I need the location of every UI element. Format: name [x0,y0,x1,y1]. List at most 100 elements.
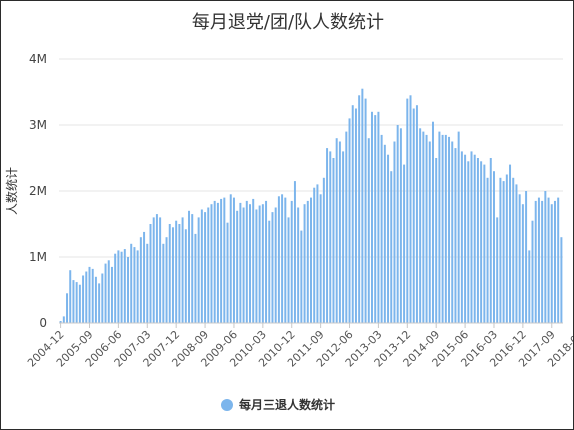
bar[interactable] [492,171,495,323]
bar[interactable] [415,105,418,323]
bar[interactable] [85,271,88,323]
bar[interactable] [457,131,460,323]
bar[interactable] [143,231,146,323]
bar[interactable] [277,196,280,323]
legend[interactable]: 每月三退人数统计 [221,397,335,412]
bar[interactable] [438,131,441,323]
bar[interactable] [101,273,104,324]
bar[interactable] [380,134,383,323]
bar[interactable] [306,200,309,323]
bar[interactable] [188,210,191,323]
bar[interactable] [303,204,306,323]
bar[interactable] [171,227,174,323]
bar[interactable] [213,200,216,323]
bar[interactable] [322,177,325,323]
bar[interactable] [525,191,528,323]
bar[interactable] [82,275,85,323]
bar[interactable] [66,293,69,323]
bar[interactable] [496,217,499,323]
bar[interactable] [130,243,133,323]
bar[interactable] [428,141,431,324]
bar[interactable] [75,282,78,323]
bar[interactable] [464,154,467,323]
bar[interactable] [515,184,518,323]
bar[interactable] [451,141,454,324]
bar[interactable] [245,200,248,323]
bar[interactable] [470,151,473,323]
bar[interactable] [431,121,434,323]
bar[interactable] [152,217,155,323]
bar[interactable] [232,197,235,323]
bar[interactable] [412,108,415,324]
bar[interactable] [69,270,72,323]
bar[interactable] [377,111,380,323]
bar[interactable] [223,197,226,323]
bar[interactable] [367,138,370,323]
bar[interactable] [342,151,345,323]
bar[interactable] [361,88,364,323]
bar[interactable] [483,164,486,323]
bar[interactable] [553,200,556,323]
bar[interactable] [460,151,463,323]
bar[interactable] [62,316,65,323]
bar[interactable] [409,95,412,323]
bar[interactable] [293,181,296,323]
bar[interactable] [509,164,512,323]
bar[interactable] [329,151,332,323]
bar[interactable] [110,266,113,323]
bar[interactable] [399,128,402,323]
bar[interactable] [300,230,303,323]
bar[interactable] [374,115,377,323]
bar[interactable] [348,118,351,324]
bar[interactable] [383,144,386,323]
bar[interactable] [204,212,207,323]
bar[interactable] [165,237,168,323]
bar[interactable] [200,209,203,323]
bar[interactable] [403,164,406,323]
bar[interactable] [268,220,271,323]
bar[interactable] [528,250,531,323]
bar[interactable] [242,207,245,324]
bar[interactable] [537,197,540,323]
bar[interactable] [480,161,483,323]
bar[interactable] [181,217,184,323]
bar[interactable] [390,171,393,323]
bar[interactable] [229,194,232,323]
bar[interactable] [290,200,293,323]
bar[interactable] [175,220,178,323]
bar[interactable] [149,224,152,323]
bar[interactable] [393,141,396,324]
bar[interactable] [117,250,120,323]
bar[interactable] [94,276,97,323]
bar[interactable] [518,194,521,323]
bar[interactable] [239,202,242,323]
bar[interactable] [534,200,537,323]
bar[interactable] [107,260,110,323]
bar[interactable] [284,197,287,323]
bar[interactable] [59,321,62,323]
bar[interactable] [454,148,457,323]
bar[interactable] [281,194,284,323]
bar[interactable] [319,194,322,323]
bar[interactable] [155,214,158,323]
bar[interactable] [316,184,319,323]
bar[interactable] [146,243,149,323]
bar[interactable] [396,125,399,323]
bar[interactable] [252,198,255,323]
bar[interactable] [127,257,130,323]
bar[interactable] [168,224,171,323]
bar[interactable] [184,229,187,323]
bar[interactable] [210,204,213,323]
bar[interactable] [178,224,181,323]
bar[interactable] [120,251,123,323]
bar[interactable] [444,134,447,323]
bar[interactable] [258,205,261,323]
bar[interactable] [354,108,357,324]
bar[interactable] [544,191,547,323]
bar[interactable] [136,250,139,323]
bar[interactable] [332,158,335,323]
bar[interactable] [162,243,165,323]
bar[interactable] [261,204,264,323]
bar[interactable] [72,280,75,323]
bar[interactable] [541,200,544,323]
